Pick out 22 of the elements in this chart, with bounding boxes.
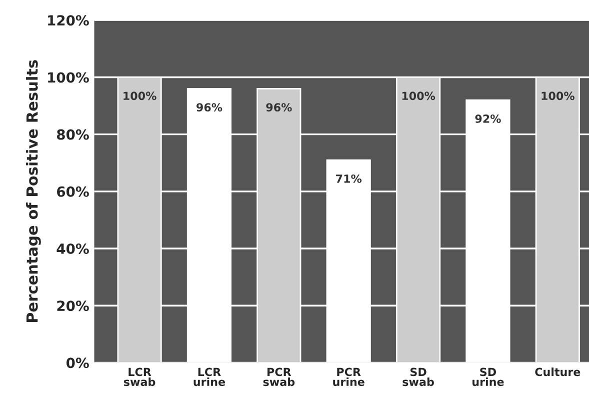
y-tick-label: 120%: [48, 15, 89, 26]
x-tick-label: Culture: [535, 368, 580, 376]
data-label: 96%: [196, 103, 222, 112]
data-label: 100%: [402, 92, 436, 100]
x-tick-label: LCR urine: [194, 368, 226, 386]
x-tick-label: SD swab: [402, 368, 434, 386]
y-tick-label: 20%: [57, 300, 89, 312]
x-tick-label: PCR swab: [263, 368, 295, 386]
data-label: 92%: [475, 114, 501, 123]
data-label: 71%: [336, 174, 362, 183]
y-tick-label: 0%: [66, 358, 89, 368]
y-tick-label: 80%: [56, 129, 89, 140]
y-axis-title: Percentage of Positive Results: [26, 60, 41, 322]
y-tick-label: 100%: [48, 72, 89, 83]
y-tick-label: 60%: [56, 186, 89, 197]
data-label: 100%: [124, 92, 156, 100]
data-label: 100%: [542, 92, 574, 100]
y-tick-label: 40%: [56, 243, 89, 254]
x-tick-label: LCR swab: [124, 368, 156, 386]
x-tick-label: PCR urine: [333, 368, 364, 386]
x-tick-label: SD urine: [472, 368, 504, 386]
data-label: 96%: [266, 103, 292, 112]
